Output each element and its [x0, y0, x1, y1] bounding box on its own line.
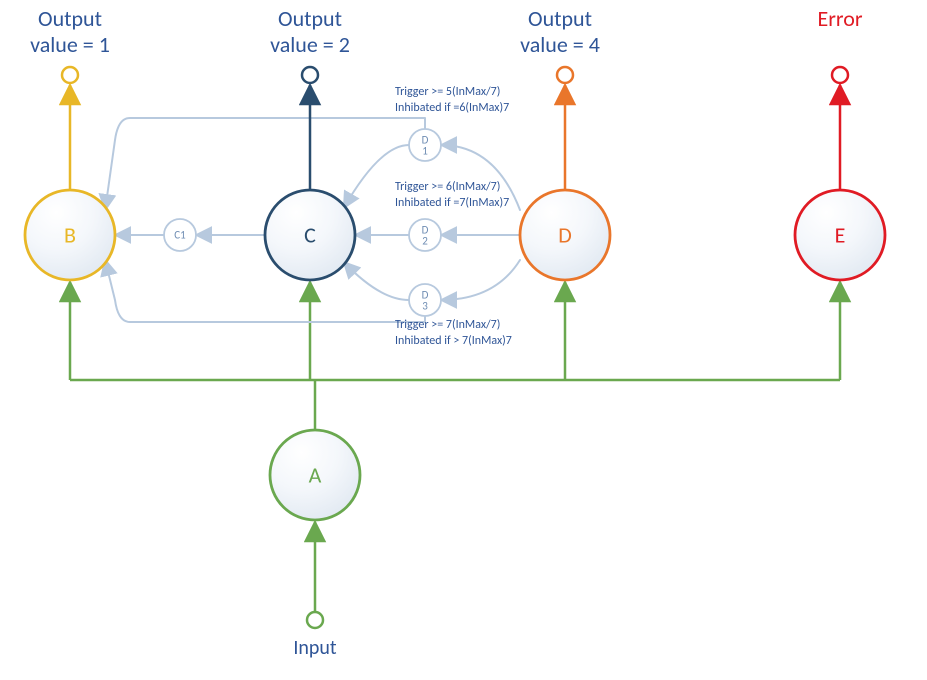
small-node-label: 3 [422, 300, 428, 313]
trigger-text-D1-l2: Inhibated if =6(InMax)7 [395, 101, 509, 115]
output-dot-B [62, 67, 78, 83]
input-dot [307, 612, 323, 628]
trigger-text-D2-l1: Trigger >= 6(InMax/7) [395, 180, 500, 194]
node-label-D: D [558, 221, 572, 248]
title-D: Outputvalue = 4 [520, 5, 600, 58]
node-label-E: E [835, 221, 846, 248]
trigger-text-D3-l2: Inhibated if > 7(InMax)7 [395, 334, 512, 348]
output-dot-C [302, 67, 318, 83]
title-C: Outputvalue = 2 [270, 5, 350, 58]
node-label-A: A [309, 461, 322, 488]
edge [105, 118, 425, 210]
trigger-text-D3-l1: Trigger >= 7(InMax/7) [395, 318, 500, 332]
small-node-label: 1 [422, 145, 428, 158]
input-label: Input [293, 636, 337, 660]
output-dot-D [557, 67, 573, 83]
small-node-label: C1 [174, 229, 186, 242]
output-dot-E [832, 67, 848, 83]
edge [344, 262, 409, 300]
edge [441, 260, 520, 300]
small-node-label: 2 [422, 235, 428, 248]
title-E: Error [818, 5, 863, 32]
node-label-C: C [304, 221, 316, 248]
trigger-text-D1-l1: Trigger >= 5(InMax/7) [395, 85, 500, 99]
trigger-text-D2-l2: Inhibated if =7(InMax)7 [395, 196, 509, 210]
node-label-B: B [64, 221, 76, 248]
title-B: Outputvalue = 1 [30, 5, 110, 58]
